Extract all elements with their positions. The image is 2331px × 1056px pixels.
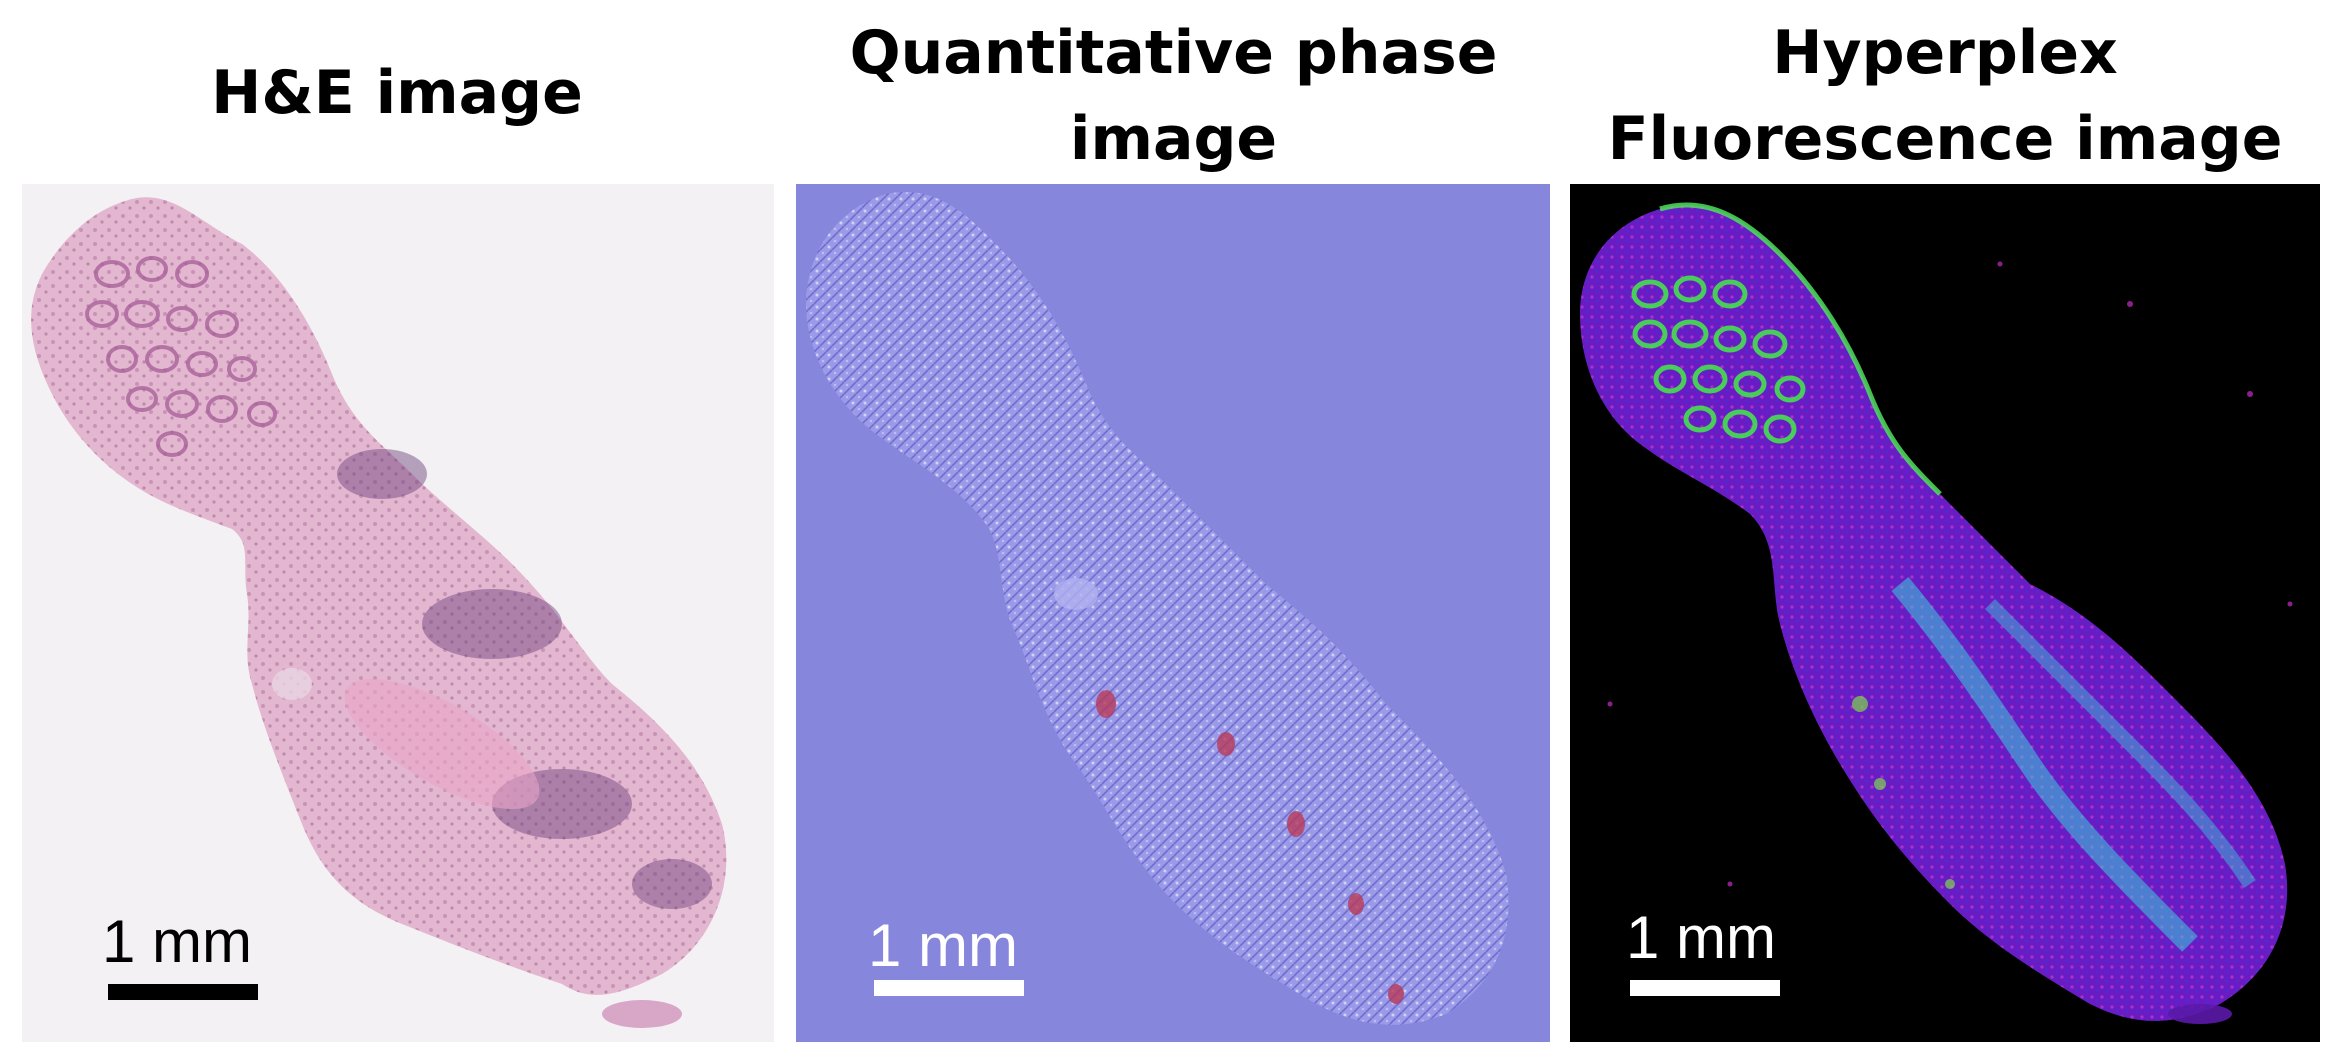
fluor-tissue-image (1570, 184, 2320, 1042)
qpi-title-line-1: Quantitative phase (849, 18, 1498, 88)
qpi-tissue-image (796, 184, 1550, 1042)
fluor-title-line-2: Fluorescence image (1607, 104, 2283, 174)
fluor-scale-bar (1630, 980, 1780, 996)
qpi-high-phase-spots (1096, 690, 1404, 1004)
qpi-panel-title: Quantitative phase image (796, 10, 1551, 182)
fluor-cyan-band (1891, 576, 2198, 952)
qpi-image-panel: 1 mm (796, 184, 1550, 1042)
fluor-title-line-1: Hyperplex (1772, 18, 2118, 88)
he-stroma (344, 679, 540, 809)
fluor-crypts (1631, 275, 1806, 444)
he-scale-bar (108, 984, 258, 1000)
qpi-scale-bar (874, 980, 1024, 996)
fluor-scale-label: 1 mm (1626, 904, 1776, 971)
qpi-scale-label: 1 mm (868, 912, 1018, 979)
he-title-line-1: H&E image (211, 58, 583, 128)
he-scale-label: 1 mm (102, 908, 252, 975)
he-image-panel: 1 mm (22, 184, 774, 1042)
fluor-image-panel: 1 mm (1570, 184, 2320, 1042)
fluor-panel-title: Hyperplex Fluorescence image (1570, 10, 2320, 182)
he-crypts (85, 256, 277, 457)
he-panel-title: H&E image (22, 50, 772, 136)
he-tissue-image (22, 184, 774, 1042)
qpi-title-line-2: image (1069, 104, 1278, 174)
he-fragment (602, 1000, 682, 1028)
